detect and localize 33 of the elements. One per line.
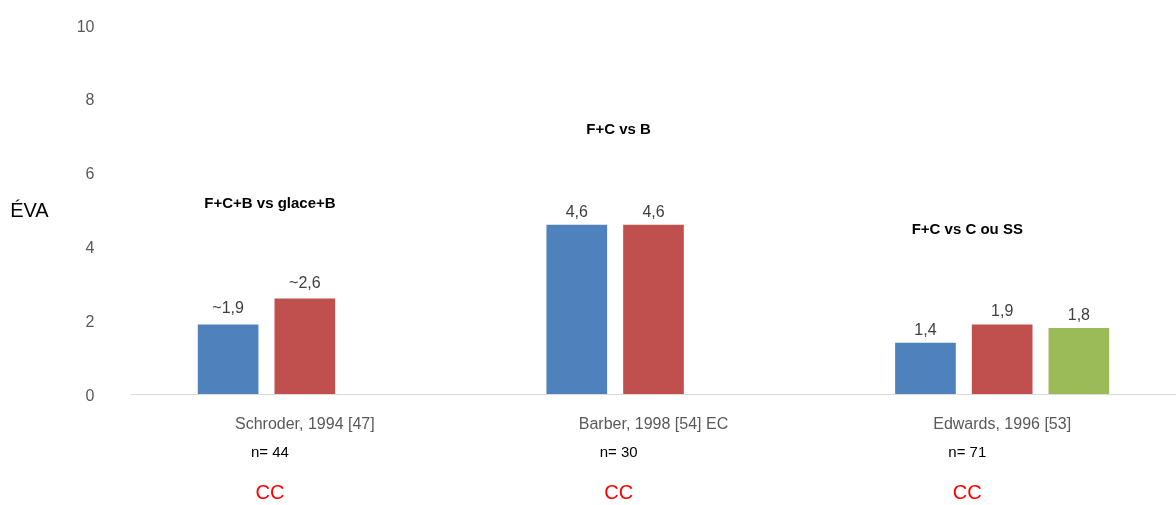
y-axis-title: ÉVA (10, 199, 50, 221)
x-tick-label: Edwards, 1996 [53] (933, 414, 1072, 432)
annotation: F+C vs B (586, 120, 652, 138)
bar (197, 324, 259, 395)
bar (546, 224, 608, 395)
bar (274, 298, 336, 395)
bar (971, 324, 1033, 395)
data-label: 1,4 (914, 320, 937, 338)
text: CC (604, 480, 634, 503)
annotation: F+C vs C ou SS (911, 219, 1023, 237)
y-tick-label: 8 (85, 91, 95, 109)
data-label: ~2,6 (289, 273, 321, 291)
y-tick-label: 10 (76, 17, 95, 35)
bar (895, 342, 956, 395)
text: CC (255, 480, 285, 503)
y-tick-label: 4 (85, 238, 95, 256)
data-label: ~1,9 (212, 299, 245, 317)
y-tick-label: 6 (85, 165, 95, 183)
x-tick-label: Barber, 1998 [54] EC (578, 414, 729, 432)
data-label: 4,6 (565, 202, 589, 220)
x-tick-label: Schroder, 1994 [47] (235, 414, 375, 432)
text: n= 30 (599, 442, 638, 460)
y-tick-label: 0 (85, 386, 95, 404)
text: n= 44 (250, 442, 289, 460)
text: CC (952, 480, 982, 503)
text: n= 71 (948, 442, 987, 460)
data-label: 4,6 (642, 202, 665, 220)
data-label: 1,9 (991, 302, 1014, 320)
annotation: F+C+B vs glace+B (204, 194, 336, 212)
data-label: 1,8 (1067, 306, 1091, 324)
y-tick-label: 2 (85, 312, 95, 330)
bar (1048, 328, 1110, 395)
bar (623, 224, 684, 395)
